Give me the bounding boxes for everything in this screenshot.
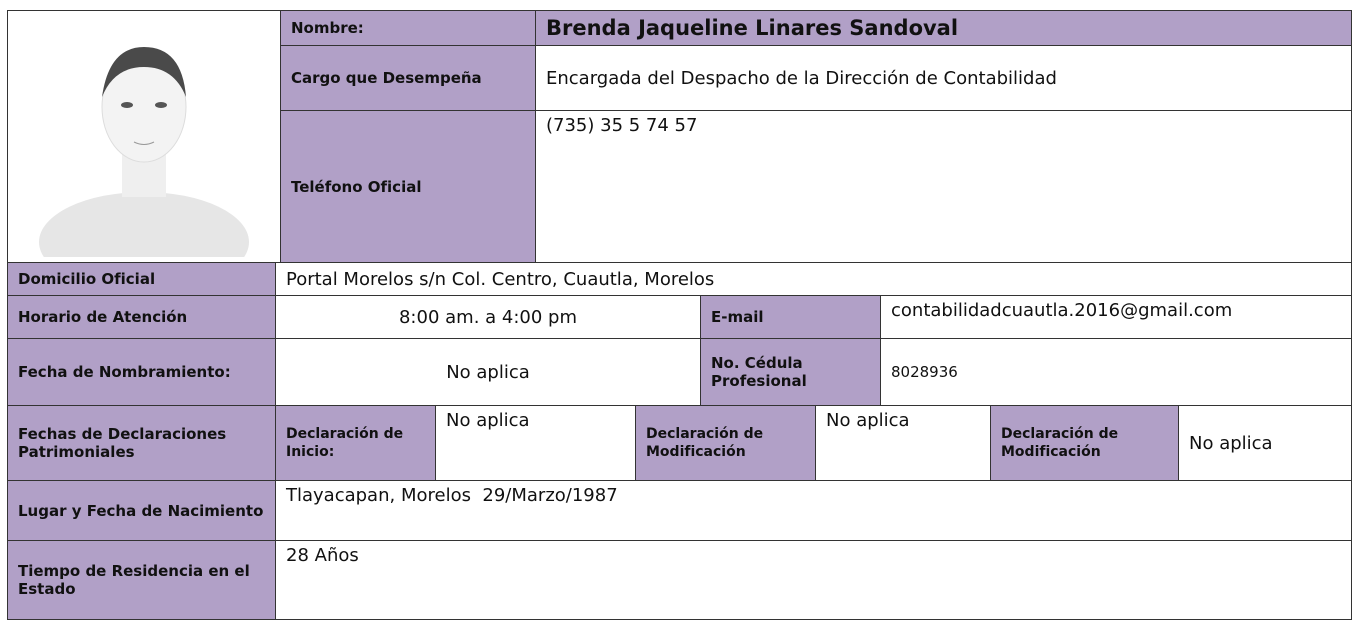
label: Teléfono Oficial bbox=[280, 110, 536, 263]
value: 8028936 bbox=[880, 338, 1352, 406]
value: No aplica bbox=[435, 405, 636, 481]
name-value: Brenda Jaqueline Linares Sandoval bbox=[535, 10, 1352, 46]
value: No aplica bbox=[1178, 405, 1352, 481]
label: Horario de Atención bbox=[7, 295, 276, 339]
value: Encargada del Despacho de la Dirección d… bbox=[535, 45, 1352, 111]
value: Portal Morelos s/n Col. Centro, Cuautla,… bbox=[275, 262, 1352, 296]
value: No aplica bbox=[815, 405, 991, 481]
value: No aplica bbox=[275, 338, 701, 406]
label: Declaración de Inicio: bbox=[275, 405, 436, 481]
photo-image bbox=[39, 46, 249, 257]
label: Cargo que Desempeña bbox=[280, 45, 536, 111]
label: No. Cédula Profesional bbox=[700, 338, 881, 406]
label: Nombre: bbox=[280, 10, 536, 46]
label: Declaración de Modificación bbox=[990, 405, 1179, 481]
label: Declaración de Modificación bbox=[635, 405, 816, 481]
value: 28 Años bbox=[275, 540, 1352, 620]
value: 8:00 am. a 4:00 pm bbox=[275, 295, 701, 339]
label: E-mail bbox=[700, 295, 881, 339]
label: Lugar y Fecha de Nacimiento bbox=[7, 480, 276, 541]
label: Fecha de Nombramiento: bbox=[7, 338, 276, 406]
value: Tlayacapan, Morelos 29/Marzo/1987 bbox=[275, 480, 1352, 541]
label: Tiempo de Residencia en el Estado bbox=[7, 540, 276, 620]
value: (735) 35 5 74 57 bbox=[535, 110, 1352, 263]
label: Domicilio Oficial bbox=[7, 262, 276, 296]
value: contabilidadcuautla.2016@gmail.com bbox=[880, 295, 1352, 339]
label: Fechas de Declaraciones Patrimoniales bbox=[7, 405, 276, 481]
photo bbox=[7, 10, 281, 263]
